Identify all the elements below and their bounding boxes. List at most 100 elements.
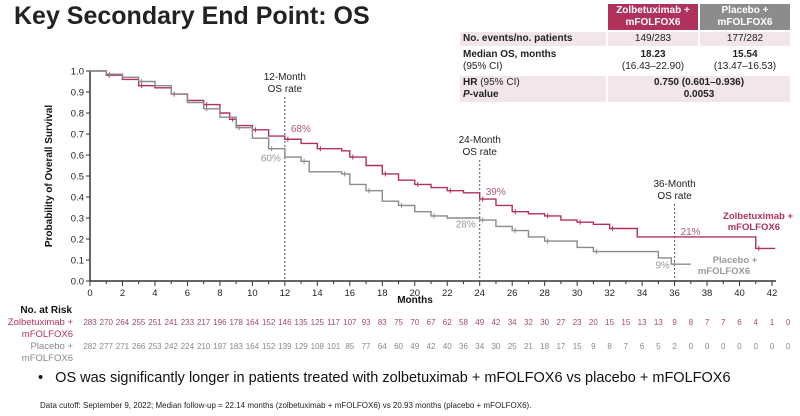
y-tick-label: 0.9 (71, 88, 84, 99)
median-zolbe: 18.23 (640, 49, 666, 60)
km-curve-placebo (90, 70, 691, 265)
x-tick-label: 34 (637, 288, 648, 299)
at-risk-placebo: 18 (540, 342, 549, 351)
at-risk-zolbe: 283 (83, 318, 97, 327)
y-tick-label: 1.0 (71, 67, 84, 78)
at-risk-zolbe: 146 (278, 318, 292, 327)
km-curve-zolbe (90, 70, 776, 250)
at-risk-zolbe: 49 (475, 318, 484, 327)
at-risk-placebo: 77 (362, 342, 371, 351)
at-risk-placebo: 183 (229, 342, 243, 351)
y-tick-label: 0.4 (71, 193, 84, 204)
x-tick-label: 16 (345, 288, 356, 299)
at-risk-placebo: 139 (278, 342, 292, 351)
p-label-rest: -value (469, 89, 499, 100)
at-risk-placebo: 8 (607, 342, 612, 351)
at-risk-placebo: 253 (148, 342, 162, 351)
at-risk-zolbe: 34 (508, 318, 517, 327)
x-tick-label: 4 (152, 288, 157, 299)
x-tick-label: 30 (572, 288, 583, 299)
events-placebo: 177/282 (726, 33, 764, 44)
at-risk-zolbe: 233 (181, 318, 195, 327)
x-axis-label: Months (397, 295, 433, 306)
at-risk-zolbe: 7 (721, 318, 726, 327)
curve-label-placebo: Placebo + (713, 255, 758, 266)
at-risk-placebo: 6 (640, 342, 645, 351)
os-rate-placebo: 28% (456, 219, 476, 230)
at-risk-zolbe: 264 (116, 318, 130, 327)
at-risk-placebo: 0 (770, 342, 775, 351)
at-risk-zolbe: 241 (165, 318, 179, 327)
at-risk-zolbe: 217 (197, 318, 211, 327)
ci-label: (95% CI) (463, 61, 503, 72)
events-label: No. events/no. patients (463, 33, 573, 44)
at-risk-zolbe: 15 (621, 318, 630, 327)
at-risk-zolbe: 83 (378, 318, 387, 327)
slide-title: Key Secondary End Point: OS (14, 2, 370, 30)
at-risk-placebo: 40 (443, 342, 452, 351)
at-risk-zolbe: 67 (427, 318, 436, 327)
x-tick-label: 24 (474, 288, 485, 299)
header-zolbe: Zolbetuximab + mFOLFOX6 (608, 4, 698, 30)
at-risk-zolbe: 9 (672, 318, 677, 327)
at-risk-zolbe: 30 (540, 318, 549, 327)
at-risk-placebo: 15 (573, 342, 582, 351)
median-ci-zolbe: (16.43–22.90) (621, 61, 685, 72)
hr-ci-label: (95% CI) (477, 77, 520, 88)
at-risk-zolbe: 0 (786, 318, 791, 327)
at-risk-zolbe: 1 (770, 318, 775, 327)
y-tick-label: 0.1 (71, 256, 84, 267)
x-tick-label: 32 (604, 288, 615, 299)
at-risk-zolbe: 7 (705, 318, 710, 327)
at-risk-placebo: 101 (327, 342, 341, 351)
at-risk-placebo: 266 (132, 342, 146, 351)
hr-label: HR (463, 77, 478, 88)
at-risk-placebo: 197 (213, 342, 227, 351)
at-risk-placebo: 49 (410, 342, 419, 351)
at-risk-zolbe: 178 (229, 318, 243, 327)
at-risk-placebo: 34 (475, 342, 484, 351)
bullet-point: • OS was significantly longer in patient… (38, 370, 731, 386)
at-risk-label-placebo: mFOLFOX6 (22, 353, 73, 364)
y-tick-label: 0.6 (71, 151, 84, 162)
at-risk-placebo: 5 (656, 342, 661, 351)
median-label: Median OS, months (463, 49, 557, 60)
y-tick-label: 0.8 (71, 109, 84, 120)
at-risk-zolbe: 13 (654, 318, 663, 327)
at-risk-placebo: 224 (181, 342, 195, 351)
os-rate-placebo: 9% (655, 260, 670, 271)
os-rate-zolbe: 21% (681, 227, 701, 238)
at-risk-zolbe: 164 (246, 318, 260, 327)
at-risk-placebo: 0 (689, 342, 694, 351)
os-rate-subtitle: OS rate (657, 191, 692, 202)
at-risk-placebo: 36 (459, 342, 468, 351)
x-tick-label: 6 (185, 288, 190, 299)
os-rate-subtitle: OS rate (268, 84, 303, 95)
at-risk-zolbe: 6 (737, 318, 742, 327)
y-tick-label: 0.2 (71, 235, 84, 246)
at-risk-placebo: 0 (721, 342, 726, 351)
at-risk-placebo: 17 (556, 342, 565, 351)
os-rate-title: 12-Month (264, 72, 306, 83)
at-risk-placebo: 7 (624, 342, 629, 351)
x-tick-label: 20 (409, 288, 420, 299)
at-risk-zolbe: 125 (311, 318, 325, 327)
at-risk-placebo: 152 (262, 342, 276, 351)
median-placebo: 15.54 (732, 49, 758, 60)
at-risk-placebo: 108 (311, 342, 325, 351)
at-risk-label-zolbe: Zolbetuximab + (8, 317, 74, 328)
at-risk-zolbe: 13 (638, 318, 647, 327)
x-tick-label: 26 (507, 288, 518, 299)
at-risk-zolbe: 23 (573, 318, 582, 327)
at-risk-zolbe: 20 (589, 318, 598, 327)
at-risk-placebo: 164 (246, 342, 260, 351)
x-tick-label: 8 (217, 288, 222, 299)
footnote: Data cutoff: September 9, 2022; Median f… (40, 401, 532, 410)
at-risk-zolbe: 75 (394, 318, 403, 327)
at-risk-placebo: 0 (754, 342, 759, 351)
at-risk-zolbe: 42 (491, 318, 500, 327)
x-tick-label: 10 (247, 288, 258, 299)
at-risk-zolbe: 32 (524, 318, 533, 327)
x-tick-label: 0 (87, 288, 92, 299)
at-risk-zolbe: 70 (410, 318, 419, 327)
